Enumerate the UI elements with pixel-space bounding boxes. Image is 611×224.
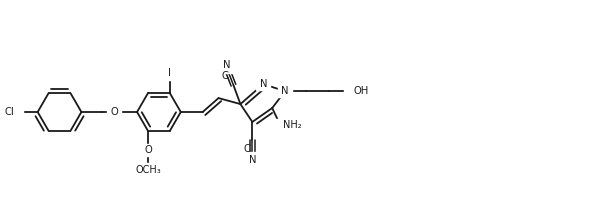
Bar [246, 152, 259, 164]
Bar [163, 68, 177, 80]
Bar [219, 61, 233, 73]
Bar [108, 106, 121, 118]
Text: N: N [249, 155, 256, 165]
Text: OCH₃: OCH₃ [135, 165, 161, 175]
Text: C: C [222, 71, 229, 81]
Bar [278, 85, 292, 97]
Bar [141, 144, 155, 156]
Text: O: O [144, 145, 152, 155]
Text: OH: OH [354, 86, 369, 96]
Text: NH₂: NH₂ [283, 120, 302, 130]
Bar [344, 85, 357, 97]
Text: I: I [169, 68, 171, 78]
Bar [273, 119, 287, 131]
Text: C: C [244, 144, 251, 154]
Text: N: N [260, 79, 267, 89]
Text: N: N [223, 60, 230, 70]
Text: Cl: Cl [4, 107, 14, 117]
Bar [141, 163, 155, 175]
Text: N: N [282, 86, 289, 96]
Bar [9, 106, 23, 118]
Text: O: O [111, 107, 118, 117]
Bar [256, 78, 270, 90]
